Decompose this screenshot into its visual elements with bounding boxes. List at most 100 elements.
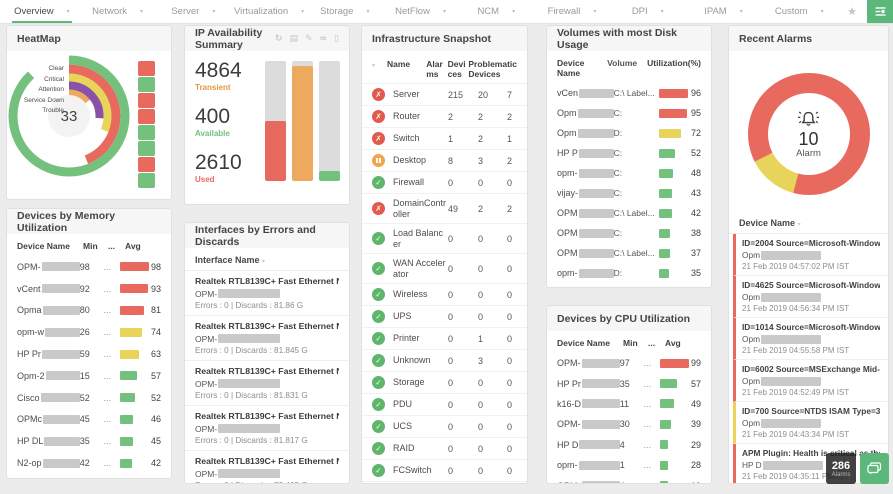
table-row[interactable]: OPM- 4... 19 bbox=[547, 475, 711, 483]
table-row[interactable]: ✓ Load Balancer 0 0 0 bbox=[362, 223, 527, 253]
table-row[interactable]: ✓ Printer 0 1 0 bbox=[362, 327, 527, 349]
alarm-count-badge[interactable]: 286 Alarms bbox=[826, 453, 856, 484]
feedback-chat-button[interactable] bbox=[860, 453, 889, 484]
table-row[interactable]: ✓ Storage 0 0 0 bbox=[362, 371, 527, 393]
table-row[interactable]: HP D 4... 29 bbox=[547, 435, 711, 455]
col-device-name[interactable]: Device Name bbox=[557, 58, 585, 78]
table-row[interactable]: ✓ WAN Accelerator 0 0 0 bbox=[362, 253, 527, 283]
tab-ipam[interactable]: IPAM ▾ bbox=[686, 0, 762, 23]
table-row[interactable]: OPM C: 38 bbox=[547, 223, 711, 243]
tab-dpi[interactable]: DPI ▾ bbox=[610, 0, 686, 23]
tab-netflow[interactable]: NetFlow ▾ bbox=[383, 0, 459, 23]
table-row[interactable]: HP Pr 59... 63 bbox=[7, 343, 171, 365]
table-row[interactable]: ✓ UCS 0 0 0 bbox=[362, 415, 527, 437]
col-avg[interactable]: Avg bbox=[665, 338, 681, 348]
link-icon[interactable]: ∞ bbox=[319, 33, 328, 44]
col-devices[interactable]: Devices bbox=[447, 59, 466, 79]
col-volume[interactable]: Volume bbox=[607, 58, 638, 68]
table-row[interactable]: ✓ Unknown 0 3 0 bbox=[362, 349, 527, 371]
table-row[interactable]: Opma 80... 81 bbox=[7, 300, 171, 322]
table-row[interactable]: Opm-2 15... 57 bbox=[7, 365, 171, 387]
table-row[interactable]: ✓ RAID 0 0 0 bbox=[362, 437, 527, 459]
list-item[interactable]: Realtek RTL8139C+ Fast Ethernet NIC #3-W… bbox=[185, 406, 349, 451]
tab-overview[interactable]: Overview ▾ bbox=[4, 0, 80, 23]
table-row[interactable]: ✓ UPS 0 0 0 bbox=[362, 305, 527, 327]
table-row[interactable]: ✗ Server 215 20 7 bbox=[362, 83, 527, 105]
heatmap-cell[interactable] bbox=[138, 109, 155, 124]
col-device-name[interactable]: Device Name bbox=[17, 241, 70, 251]
alarm-item[interactable]: ID=4625 Source=Microsoft-Windows-Securit… bbox=[733, 276, 888, 318]
list-item[interactable]: Realtek RTL8139C+ Fast Ethernet NIC #3-N… bbox=[185, 271, 349, 316]
tab-network[interactable]: Network ▾ bbox=[80, 0, 156, 23]
refresh-icon[interactable]: ↻ bbox=[274, 33, 283, 44]
table-row[interactable]: ✓ Wireless 0 0 0 bbox=[362, 283, 527, 305]
tab-storage[interactable]: Storage ▾ bbox=[307, 0, 383, 23]
table-row[interactable]: Opm D: 72 bbox=[547, 123, 711, 143]
heatmap-cell[interactable] bbox=[138, 173, 155, 188]
table-row[interactable]: opm- C: 48 bbox=[547, 163, 711, 183]
heatmap-cell[interactable] bbox=[138, 125, 155, 140]
table-row[interactable]: ✗ Router 2 2 2 bbox=[362, 105, 527, 127]
table-row[interactable]: HP DL 35... 45 bbox=[7, 430, 171, 452]
table-row[interactable]: vijay- C: 43 bbox=[547, 183, 711, 203]
list-item[interactable]: Realtek RTL8139C+ Fast Ethernet NIC #3-W… bbox=[185, 361, 349, 406]
col-min[interactable]: Min bbox=[83, 241, 98, 251]
sort-icon[interactable]: ▾ bbox=[372, 62, 376, 69]
table-row[interactable]: k16-D 11... 49 bbox=[547, 394, 711, 414]
list-item[interactable]: Realtek RTL8139C+ Fast Ethernet NIC #3-N… bbox=[185, 316, 349, 361]
col-min[interactable]: Min bbox=[623, 338, 638, 348]
table-row[interactable]: OPM- 97... 99 bbox=[547, 353, 711, 373]
table-row[interactable]: N2-op 42... 42 bbox=[7, 452, 171, 474]
alarm-item[interactable]: ID=6002 Source=MSExchange Mid-Tier Stora… bbox=[733, 360, 888, 402]
table-row[interactable]: ✗ Switch 1 2 1 bbox=[362, 127, 527, 149]
table-row[interactable]: opm- D: 35 bbox=[547, 263, 711, 283]
table-row[interactable]: opm- 1... 28 bbox=[547, 455, 711, 475]
table-row[interactable]: ✓ FCSwitch 0 0 0 bbox=[362, 459, 527, 481]
heatmap-cell[interactable] bbox=[138, 77, 155, 92]
table-row[interactable]: ✓ Firewall 0 0 0 bbox=[362, 171, 527, 193]
report-icon[interactable]: ▤ bbox=[289, 33, 298, 44]
heatmap-cell[interactable] bbox=[138, 93, 155, 108]
tab-server[interactable]: Server ▾ bbox=[155, 0, 231, 23]
table-row[interactable]: ✗ DomainController 49 2 2 bbox=[362, 193, 527, 223]
alarm-item[interactable]: APM Plugin: Health is critical as the re… bbox=[733, 444, 888, 483]
interface-list-header[interactable]: Interface Name ▾ bbox=[185, 248, 349, 271]
tab-firewall[interactable]: Firewall ▾ bbox=[534, 0, 610, 23]
tab-virtualization[interactable]: Virtualization ▾ bbox=[231, 0, 307, 23]
heatmap-cell[interactable] bbox=[138, 141, 155, 156]
table-row[interactable]: HP Pr 35... 57 bbox=[547, 373, 711, 393]
heatmap-cell[interactable] bbox=[138, 61, 155, 76]
table-row[interactable]: OPM- 98... 98 bbox=[7, 256, 171, 278]
col-utilization[interactable]: Utilization(%) bbox=[647, 58, 701, 68]
alarm-item[interactable]: ID=2004 Source=Microsoft-Windows-Resourc… bbox=[733, 234, 888, 276]
table-row[interactable]: Desktop 8 3 2 bbox=[362, 149, 527, 171]
table-row[interactable]: Opm C: 95 bbox=[547, 103, 711, 123]
delete-icon[interactable]: ▯ bbox=[334, 33, 339, 44]
table-row[interactable]: ✓TapeLibrary000 bbox=[362, 481, 527, 483]
table-row[interactable]: OPM C:\ Label... 37 bbox=[547, 243, 711, 263]
tab-ncm[interactable]: NCM ▾ bbox=[458, 0, 534, 23]
table-row[interactable]: HP P C: 52 bbox=[547, 143, 711, 163]
table-row[interactable]: Cisco 52... 52 bbox=[7, 387, 171, 409]
widget-settings-button[interactable] bbox=[867, 0, 893, 23]
table-row[interactable]: OPM C:\ Label... 42 bbox=[547, 203, 711, 223]
table-row[interactable]: OPM- 30... 39 bbox=[547, 414, 711, 434]
col-device-name[interactable]: Device Name bbox=[557, 338, 610, 348]
edit-icon[interactable]: ✎ bbox=[305, 33, 313, 44]
alarm-list-header[interactable]: Device Name ▾ bbox=[729, 211, 888, 234]
col-name[interactable]: Name bbox=[386, 59, 411, 69]
tab-custom[interactable]: Custom ▾ bbox=[761, 0, 837, 23]
heatmap-cell[interactable] bbox=[138, 157, 155, 172]
col-avg[interactable]: Avg bbox=[125, 241, 141, 251]
col-alarms[interactable]: Alarms bbox=[426, 59, 443, 79]
alarm-item[interactable]: ID=700 Source=NTDS ISAM Type=3 Message=N… bbox=[733, 402, 888, 444]
table-row[interactable]: opm-w 26... 74 bbox=[7, 321, 171, 343]
table-row[interactable]: vCent 92... 93 bbox=[7, 278, 171, 300]
favorite-star-icon[interactable]: ★ bbox=[847, 5, 857, 18]
table-row[interactable]: OPMc 45... 46 bbox=[7, 409, 171, 431]
table-row[interactable]: vCen C:\ Label... 96 bbox=[547, 83, 711, 103]
list-item[interactable]: Realtek RTL8139C+ Fast Ethernet NIC #3-E… bbox=[185, 451, 349, 483]
table-row[interactable]: ✓ PDU 0 0 0 bbox=[362, 393, 527, 415]
col-problematic-devices[interactable]: Problematic Devices bbox=[468, 59, 517, 79]
alarm-item[interactable]: ID=1014 Source=Microsoft-Windows-DNS-Cli… bbox=[733, 318, 888, 360]
